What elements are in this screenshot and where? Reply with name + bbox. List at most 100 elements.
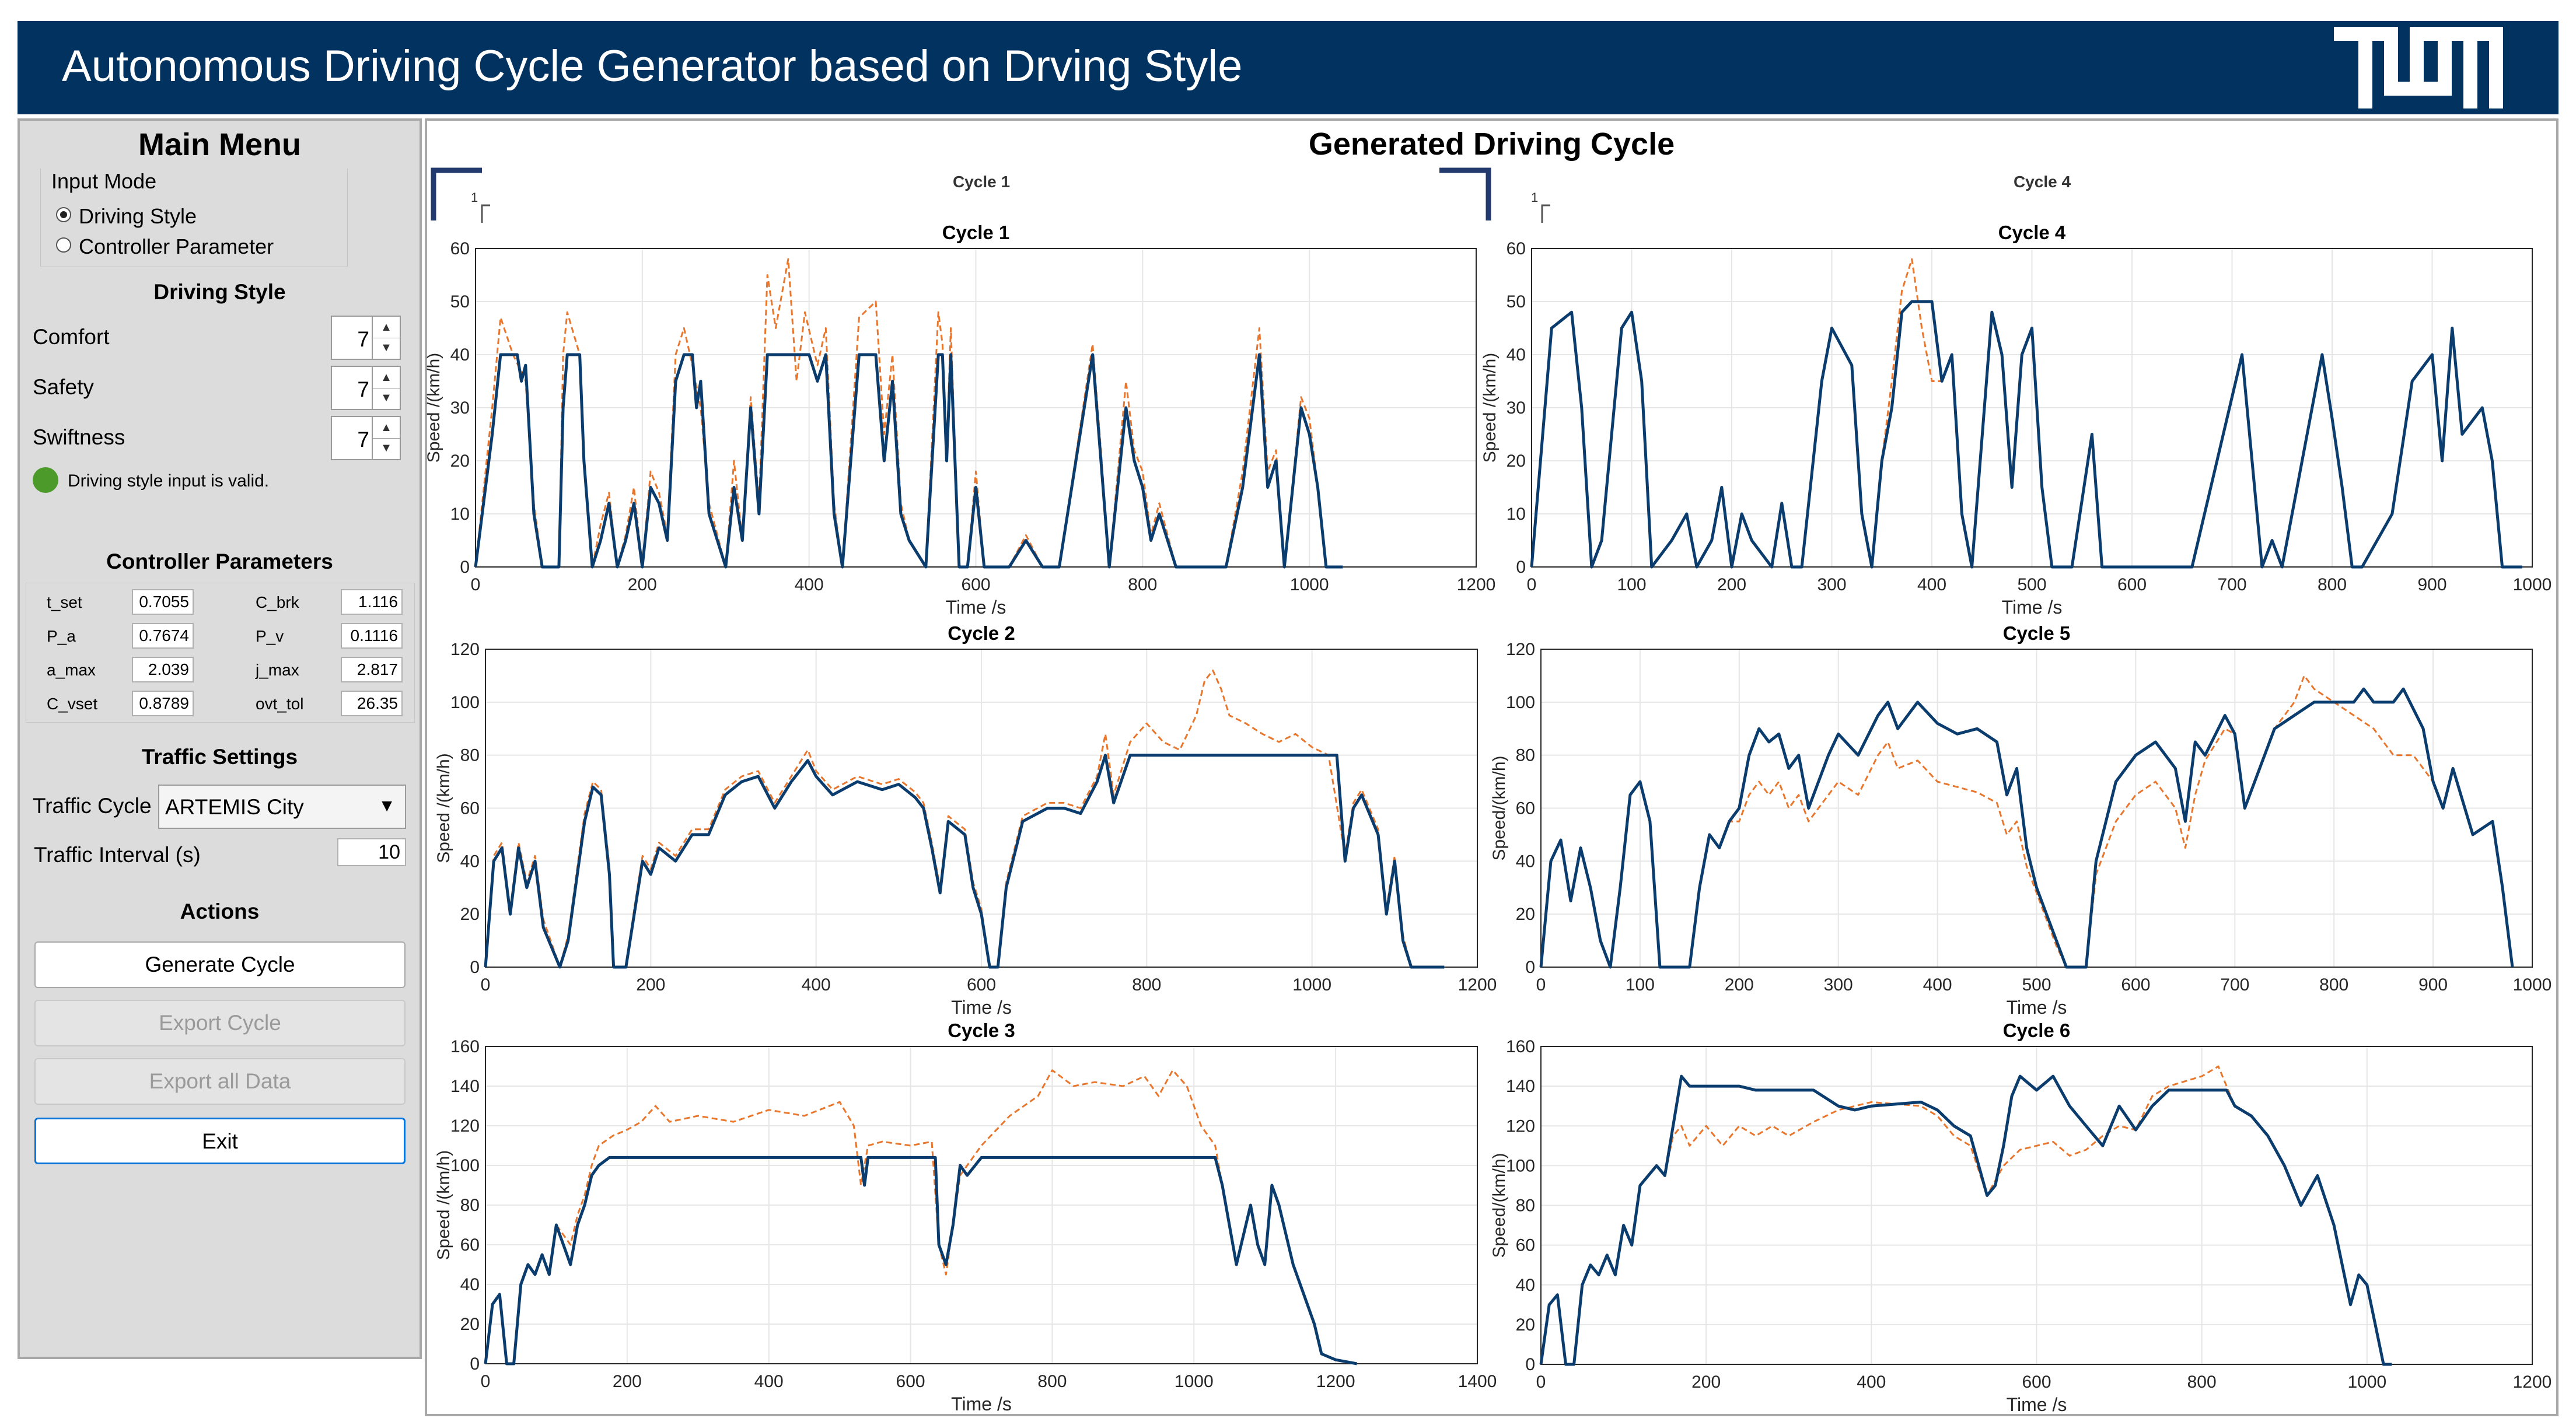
x-axis-label: Time /s [2002, 597, 2063, 618]
export-cycle-button[interactable]: Export Cycle [34, 1000, 406, 1046]
x-tick-label: 400 [1923, 975, 1952, 995]
y-tick-label: 20 [1516, 905, 1535, 924]
y-tick-label: 20 [460, 1315, 480, 1334]
safety-spinner[interactable]: 7 ▲ ▼ [331, 366, 401, 410]
app-title: Autonomous Driving Cycle Generator based… [62, 41, 1243, 91]
chevron-down-icon[interactable]: ▼ [372, 337, 400, 359]
x-tick-label: 0 [481, 975, 491, 995]
chart-5[interactable]: 0 20 40 60 80 100 120 140 160 0 200 400 600 800 1000 12… [434, 1020, 1497, 1415]
y-tick-label: 140 [450, 1077, 480, 1096]
y-tick-label: 120 [1506, 1116, 1535, 1136]
x-tick-label: 800 [1037, 1372, 1067, 1391]
axes-frame [1531, 248, 2533, 568]
comfort-label: Comfort [33, 325, 110, 349]
exit-button[interactable]: Exit [34, 1118, 406, 1164]
traffic-interval-input[interactable]: 10 [337, 838, 406, 866]
series-line-reference [1540, 674, 2514, 968]
radio-controller-parameter-label[interactable]: Controller Parameter [79, 234, 274, 258]
y-tick-label: 30 [450, 398, 470, 418]
driving-style-status: Driving style input is valid. [68, 471, 270, 491]
input-mode-group [40, 169, 348, 267]
x-tick-label: 1200 [1316, 1372, 1355, 1391]
x-tick-label: 500 [2017, 575, 2046, 594]
param-p-a-value[interactable]: 0.7674 [132, 623, 194, 649]
x-tick-label: 500 [2022, 975, 2051, 995]
chevron-up-icon[interactable]: ▲ [372, 317, 400, 338]
x-tick-label: 1000 [1292, 975, 1331, 995]
y-tick-label: 60 [1516, 1236, 1535, 1255]
y-axis-label: Speed/(km/h) [1490, 1153, 1509, 1258]
x-tick-label: 1200 [1457, 575, 1496, 594]
radio-controller-parameter[interactable] [56, 237, 71, 253]
series-line-generated [1539, 687, 2514, 969]
y-tick-label: 100 [450, 693, 480, 712]
param-ovt-tol-value[interactable]: 26.35 [341, 691, 403, 716]
tab-tick-left: 1 [471, 190, 478, 205]
x-tick-label: 100 [1617, 575, 1646, 594]
swiftness-spinner[interactable]: 7 ▲ ▼ [331, 416, 401, 460]
param-label-p-a: P_a [47, 627, 76, 645]
x-axis-label: Time /s [951, 1394, 1012, 1415]
x-tick-label: 0 [1536, 975, 1546, 995]
y-tick-label: 0 [470, 1354, 480, 1374]
export-all-data-button[interactable]: Export all Data [34, 1058, 406, 1105]
y-tick-label: 60 [460, 1235, 480, 1255]
y-tick-label: 120 [1506, 640, 1535, 659]
param-c-vset-value[interactable]: 0.8789 [132, 691, 194, 716]
axes-frame [1540, 649, 2533, 968]
y-tick-label: 40 [1516, 852, 1535, 871]
generate-cycle-button[interactable]: Generate Cycle [34, 941, 406, 988]
y-tick-label: 40 [460, 852, 480, 871]
chart-6[interactable]: 0 20 40 60 80 100 120 140 160 0 200 400 600 800 1000 12… [1490, 1020, 2551, 1415]
x-tick-label: 800 [1132, 975, 1161, 995]
param-p-v-value[interactable]: 0.1116 [341, 623, 403, 649]
driving-style-title: Driving Style [153, 280, 286, 304]
y-tick-label: 80 [1516, 746, 1535, 765]
x-tick-label: 600 [896, 1372, 925, 1391]
axes-frame [485, 649, 1478, 968]
param-label-c-vset: C_vset [47, 695, 98, 713]
param-label-t-set: t_set [47, 593, 82, 611]
radio-driving-style[interactable] [56, 207, 71, 222]
param-j-max-value[interactable]: 2.817 [341, 657, 403, 682]
x-tick-label: 800 [2319, 975, 2348, 995]
chevron-up-icon[interactable]: ▲ [372, 417, 400, 439]
y-tick-label: 0 [460, 558, 470, 577]
tab-axis-right [1541, 204, 1550, 223]
axes-frame [485, 1046, 1478, 1364]
chart-4[interactable]: 0 20 40 60 80 100 120 0 100 200 300 400 500 600 700 800… [1490, 622, 2551, 1018]
axes-frame [1540, 1046, 2533, 1365]
x-tick-label: 1000 [2347, 1373, 2386, 1392]
x-tick-label: 400 [795, 575, 824, 594]
param-c-brk-value[interactable]: 1.116 [341, 589, 403, 615]
y-axis-label: Speed /(km/h) [434, 1150, 453, 1260]
y-tick-label: 80 [460, 1196, 480, 1215]
comfort-spinner[interactable]: 7 ▲ ▼ [331, 316, 401, 360]
chevron-up-icon[interactable]: ▲ [372, 367, 400, 388]
series-line-generated [1530, 300, 2522, 569]
y-tick-label: 100 [450, 1156, 480, 1175]
x-tick-label: 0 [481, 1372, 491, 1391]
traffic-cycle-dropdown[interactable]: ARTEMIS City ▼ [158, 785, 406, 829]
tab-axis-left [481, 204, 490, 223]
chevron-down-icon[interactable]: ▼ [372, 387, 400, 409]
swiftness-label: Swiftness [33, 425, 125, 449]
param-a-max-value[interactable]: 2.039 [132, 657, 194, 682]
param-t-set-value[interactable]: 0.7055 [132, 589, 194, 615]
y-tick-label: 20 [1516, 1315, 1535, 1335]
series-line-reference [484, 1069, 1357, 1365]
radio-driving-style-label[interactable]: Driving Style [79, 204, 197, 228]
x-tick-label: 600 [2121, 975, 2150, 995]
x-tick-label: 0 [1527, 575, 1537, 594]
menu-title: Main Menu [138, 127, 301, 162]
corner-bracket-right [1439, 167, 1491, 220]
x-tick-label: 200 [613, 1372, 642, 1391]
y-tick-label: 40 [450, 345, 470, 365]
chevron-down-icon[interactable]: ▼ [372, 437, 400, 459]
y-tick-label: 10 [1507, 505, 1526, 524]
x-axis-label: Time /s [2007, 997, 2067, 1018]
controller-parameters-group [26, 583, 415, 723]
